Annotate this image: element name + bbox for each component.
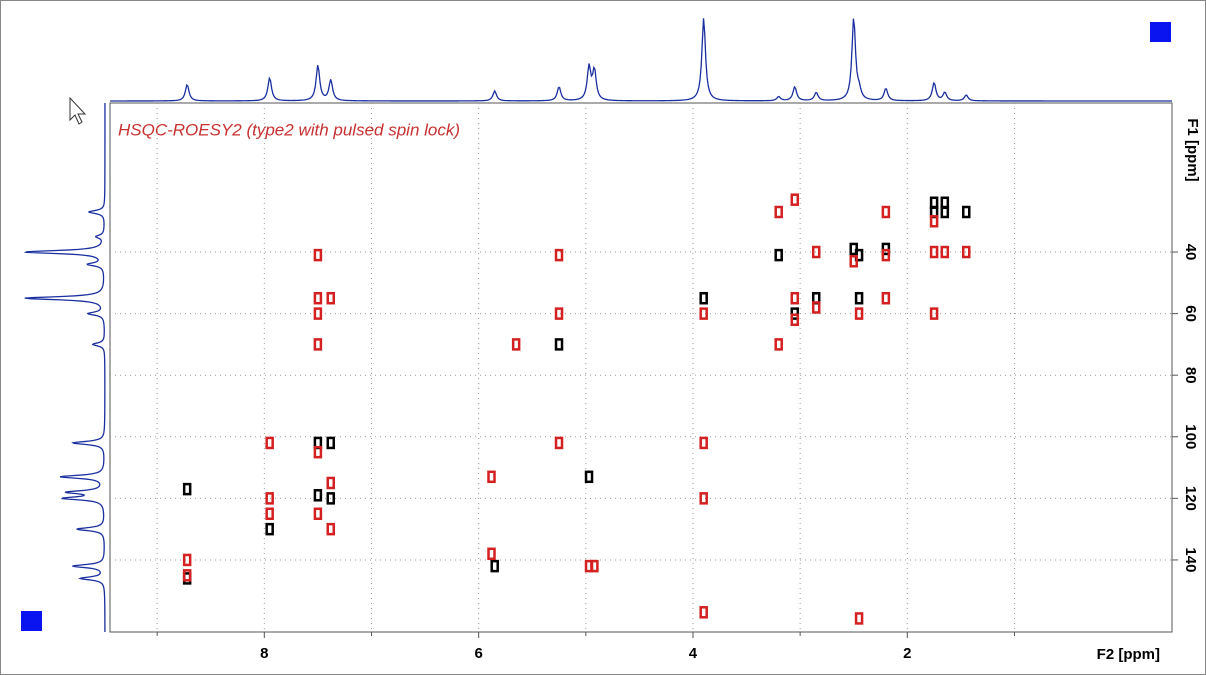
cross-peak (929, 214, 939, 228)
y-tick-label: 120 (1182, 486, 1199, 511)
cross-peak (313, 307, 323, 320)
x-tick-label: 2 (903, 645, 911, 662)
corner-square[interactable] (1150, 22, 1171, 42)
cross-peak (554, 248, 564, 262)
cross-peak (182, 569, 192, 582)
cross-peak (854, 307, 864, 320)
cross-peak (265, 522, 274, 536)
cross-peak (326, 522, 336, 536)
cross-peak (487, 470, 496, 484)
cross-peak (774, 338, 783, 351)
x-tick-label: 4 (689, 645, 698, 662)
cross-peak (929, 307, 939, 320)
mouse-cursor (69, 96, 87, 125)
y-tick-label: 60 (1182, 305, 1199, 322)
cross-peak (849, 255, 858, 268)
cross-peak (774, 205, 783, 219)
cross-peak (699, 492, 708, 505)
cross-peak (313, 507, 323, 521)
cross-peak (774, 248, 783, 262)
y-axis-label: F1 [ppm] (1184, 118, 1201, 181)
cross-peak (881, 248, 891, 262)
cross-peak (790, 193, 800, 206)
cross-peak (313, 291, 323, 305)
cross-peak (940, 205, 950, 219)
cross-peak (265, 507, 274, 521)
cross-peak (699, 291, 708, 305)
cross-peak (584, 470, 594, 484)
cross-peak (554, 307, 564, 320)
f2-projection (109, 18, 1172, 102)
cross-peak (313, 489, 323, 502)
cross-peak (940, 245, 950, 259)
cross-peak (590, 559, 599, 573)
x-axis-label: F2 [ppm] (1097, 646, 1160, 663)
cross-peak (811, 245, 821, 259)
cross-peak (854, 612, 864, 625)
corner-square[interactable] (21, 611, 42, 631)
cross-peak (265, 492, 274, 505)
f1-projection (24, 103, 106, 633)
cross-peak (790, 291, 800, 305)
cross-peak (929, 245, 939, 259)
cross-peak (313, 248, 323, 262)
cross-peak (554, 436, 564, 450)
cross-peak (326, 492, 336, 505)
y-tick-label: 80 (1182, 367, 1199, 384)
cross-peak (490, 559, 499, 573)
cross-peak (326, 291, 336, 305)
cross-peak (313, 338, 323, 351)
cross-peak (182, 553, 192, 567)
y-tick-label: 100 (1182, 424, 1199, 449)
cross-peak (326, 436, 336, 450)
cross-peak (811, 301, 821, 314)
cross-peak (487, 547, 496, 561)
experiment-label: HSQC-ROESY2 (type2 with pulsed spin lock… (118, 120, 460, 139)
cross-peak (699, 606, 708, 619)
cross-peak (554, 338, 564, 351)
cross-peak (699, 436, 708, 450)
plot-frame (109, 102, 1173, 633)
cross-peak (790, 313, 800, 327)
y-tick-label: 140 (1182, 547, 1199, 572)
x-tick-label: 6 (474, 645, 482, 662)
cross-peak (961, 245, 971, 259)
cross-peak (881, 291, 891, 305)
cross-peak (265, 436, 274, 450)
cross-peak (854, 291, 864, 305)
cross-peak (326, 476, 336, 490)
cross-peak (511, 338, 521, 351)
x-tick-label: 8 (260, 645, 268, 662)
cross-peak (961, 205, 971, 219)
cross-peak (313, 445, 323, 459)
cross-peak (881, 205, 891, 219)
cross-peak (699, 307, 708, 320)
y-tick-label: 40 (1182, 244, 1199, 261)
cross-peak (182, 482, 192, 496)
